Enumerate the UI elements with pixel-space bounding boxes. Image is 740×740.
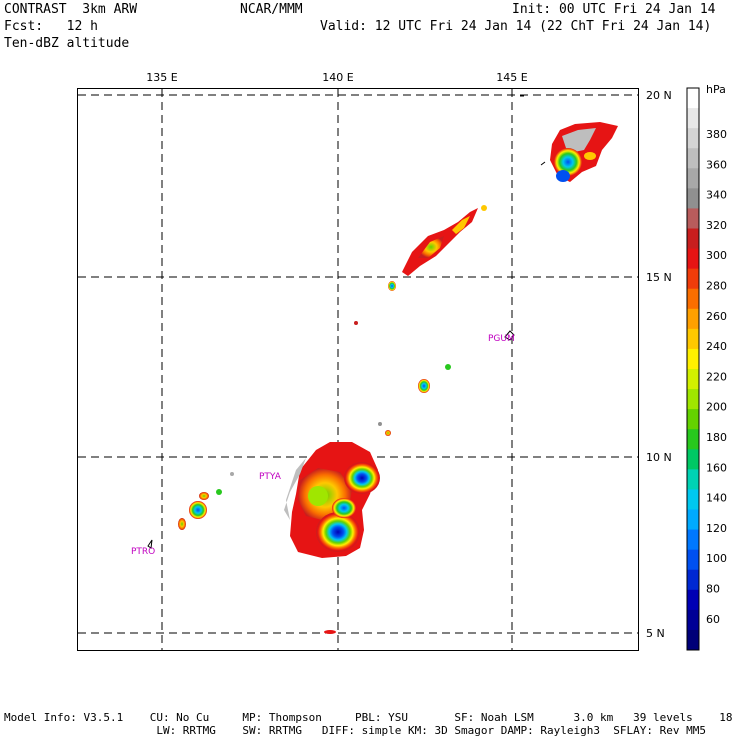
colorbar-tick-label: 220 bbox=[706, 370, 727, 383]
colorbar-tick-label: 380 bbox=[706, 128, 727, 141]
colorbar-tick-label: 360 bbox=[706, 158, 727, 171]
colorbar-tick-label: 260 bbox=[706, 310, 727, 323]
station-pgum: PGUM bbox=[488, 334, 515, 344]
colorbar-swatch bbox=[687, 228, 699, 250]
station-ptro: PTRO bbox=[131, 547, 155, 557]
colorbar-tick-label: 100 bbox=[706, 552, 727, 565]
colorbar-swatch bbox=[687, 168, 699, 189]
colorbar-swatch bbox=[687, 188, 699, 209]
field-name: Ten-dBZ altitude bbox=[4, 36, 130, 51]
colorbar-frame bbox=[686, 87, 700, 651]
colorbar-swatch bbox=[687, 629, 699, 651]
colorbar-tick-label: 240 bbox=[706, 340, 727, 353]
colorbar-tick-label: 200 bbox=[706, 401, 727, 414]
colorbar-swatch bbox=[687, 208, 699, 229]
lat-label-5n: 5 N bbox=[646, 627, 665, 640]
colorbar-tick-label: 180 bbox=[706, 431, 727, 444]
colorbar-swatch bbox=[687, 108, 699, 129]
colorbar-unit: hPa bbox=[706, 83, 726, 96]
colorbar-tick-label: 160 bbox=[706, 461, 727, 474]
lon-label-135e: 135 E bbox=[146, 71, 177, 84]
colorbar-swatch bbox=[687, 489, 699, 510]
colorbar-swatch bbox=[687, 389, 699, 410]
island-ne bbox=[540, 161, 546, 166]
graticule bbox=[78, 89, 638, 650]
colorbar-tick-label: 140 bbox=[706, 492, 727, 505]
colorbar-swatch bbox=[687, 529, 699, 551]
colorbar-tick-label: 120 bbox=[706, 522, 727, 535]
product-title: CONTRAST 3km ARW bbox=[4, 2, 138, 17]
model-info-line1: Model Info: V3.5.1 CU: No Cu MP: Thompso… bbox=[4, 711, 740, 724]
lat-label-15n: 15 N bbox=[646, 271, 672, 284]
colorbar-swatch bbox=[687, 569, 699, 591]
colorbar-swatch bbox=[687, 328, 699, 350]
map-frame bbox=[77, 88, 639, 651]
colorbar-tick-label: 80 bbox=[706, 583, 720, 596]
forecast-hour: Fcst: 12 h bbox=[4, 19, 98, 34]
model-info-line2: LW: RRTMG SW: RRTMG DIFF: simple KM: 3D … bbox=[4, 724, 706, 737]
station-ptya: PTYA bbox=[259, 472, 282, 482]
colorbar-tick-label: 340 bbox=[706, 189, 727, 202]
colorbar-swatch bbox=[687, 268, 699, 290]
colorbar-tick-label: 320 bbox=[706, 219, 727, 232]
colorbar-tick-label: 60 bbox=[706, 613, 720, 626]
lat-label-20n: 20 N bbox=[646, 89, 672, 102]
lat-label-10n: 10 N bbox=[646, 451, 672, 464]
colorbar-tick-label: 300 bbox=[706, 249, 727, 262]
colorbar-swatch bbox=[687, 589, 699, 611]
colorbar-swatch bbox=[687, 429, 699, 450]
echo-cells bbox=[178, 122, 618, 634]
island-palau bbox=[147, 539, 153, 549]
source-label: NCAR/MMM bbox=[240, 2, 303, 17]
colorbar-swatch bbox=[687, 509, 699, 531]
colorbar-swatch bbox=[687, 148, 699, 169]
colorbar-swatch bbox=[687, 609, 699, 631]
valid-time: Valid: 12 UTC Fri 24 Jan 14 (22 ChT Fri … bbox=[320, 19, 712, 34]
colorbar-swatch bbox=[687, 449, 699, 470]
colorbar-swatch bbox=[687, 308, 699, 330]
lon-label-140e: 140 E bbox=[322, 71, 353, 84]
island-guam bbox=[504, 330, 515, 341]
colorbar-tick-label: 280 bbox=[706, 280, 727, 293]
colorbar-swatch bbox=[687, 469, 699, 490]
colorbar: 380 360 340 320 300 280 260 240 220 200 180 160 140 1… bbox=[686, 87, 727, 651]
lon-label-145e: 145 E bbox=[496, 71, 527, 84]
colorbar-swatch bbox=[687, 549, 699, 571]
colorbar-swatch bbox=[687, 88, 699, 109]
coastlines bbox=[147, 95, 546, 549]
init-time: Init: 00 UTC Fri 24 Jan 14 bbox=[512, 2, 716, 17]
colorbar-swatch bbox=[687, 288, 699, 310]
colorbar-swatch bbox=[687, 369, 699, 390]
colorbar-swatch bbox=[687, 128, 699, 149]
colorbar-swatch bbox=[687, 348, 699, 370]
colorbar-swatch bbox=[687, 409, 699, 430]
colorbar-swatch bbox=[687, 248, 699, 270]
